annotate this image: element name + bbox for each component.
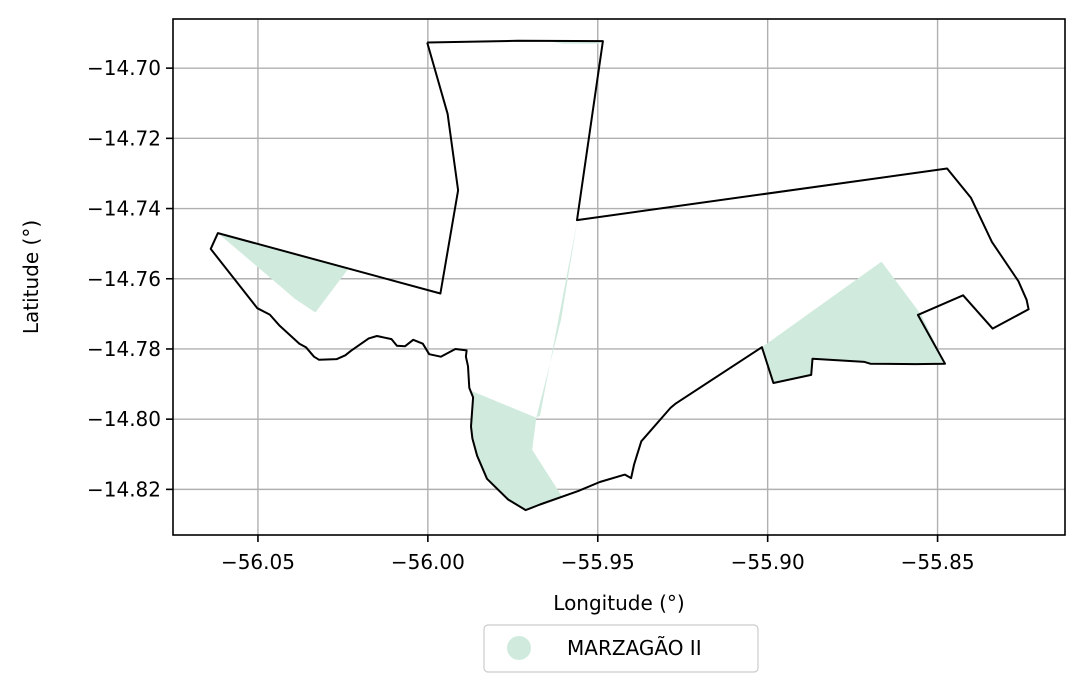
y-tick-label-4: −14.78 — [87, 337, 161, 361]
y-tick-label-3: −14.76 — [87, 267, 161, 291]
legend: MARZAGÃO II — [484, 625, 758, 672]
y-tick-label-6: −14.82 — [87, 477, 161, 501]
x-tick-label-0: −56.05 — [221, 550, 295, 574]
marzagao-ii-fill-regions — [218, 41, 945, 510]
x-tick-label-1: −56.00 — [391, 550, 465, 574]
x-axis-ticks: −56.05 −56.00 −55.95 −55.90 −55.85 — [221, 535, 975, 574]
fill-region-1 — [471, 391, 562, 510]
y-tick-label-1: −14.72 — [87, 126, 161, 150]
y-axis-ticks: −14.70 −14.72 −14.74 −14.76 −14.78 −14.80 −14.… — [87, 56, 173, 501]
legend-marker-marzagao-ii — [507, 636, 531, 660]
legend-label-marzagao-ii: MARZAGÃO II — [567, 636, 702, 660]
y-tick-label-5: −14.80 — [87, 407, 161, 431]
fill-region-0 — [218, 233, 349, 312]
x-axis-label: Longitude (°) — [553, 591, 684, 615]
y-axis-label: Latitude (°) — [19, 220, 43, 334]
y-tick-label-2: −14.74 — [87, 197, 161, 221]
x-tick-label-2: −55.95 — [561, 550, 635, 574]
fill-region-4 — [536, 220, 577, 418]
x-tick-label-4: −55.85 — [901, 550, 975, 574]
x-tick-label-3: −55.90 — [731, 550, 805, 574]
y-tick-label-0: −14.70 — [87, 56, 161, 80]
